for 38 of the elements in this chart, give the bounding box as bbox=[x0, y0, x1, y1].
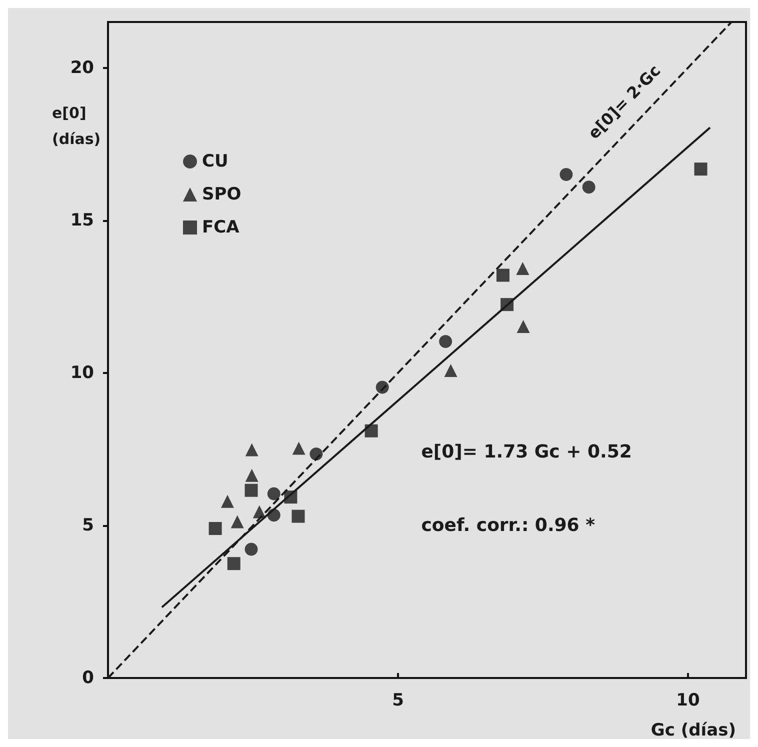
y-tick-label: 0 bbox=[82, 668, 94, 688]
point bbox=[284, 490, 298, 504]
point bbox=[444, 364, 458, 377]
point bbox=[364, 424, 378, 438]
legend-label: CU bbox=[202, 152, 228, 172]
point bbox=[439, 334, 452, 348]
legend-label: FCA bbox=[202, 218, 240, 238]
point bbox=[208, 522, 222, 535]
point bbox=[694, 162, 708, 176]
y-tick-label: 20 bbox=[70, 58, 94, 78]
y-tick-label: 5 bbox=[82, 515, 94, 536]
x-axis-title: Gc (días) bbox=[650, 720, 736, 740]
point bbox=[500, 298, 514, 312]
point bbox=[230, 515, 244, 528]
point bbox=[267, 508, 280, 522]
point bbox=[220, 494, 234, 508]
y-tick-label: 15 bbox=[70, 210, 94, 230]
point bbox=[516, 320, 530, 334]
point bbox=[292, 442, 306, 455]
point bbox=[560, 168, 573, 182]
point bbox=[516, 262, 530, 276]
annotation: e[0]= 1.73 Gc + 0.52 bbox=[421, 442, 632, 463]
point bbox=[252, 505, 266, 518]
point bbox=[227, 557, 240, 570]
annotation: coef. corr.: 0.96 * bbox=[421, 514, 596, 536]
point bbox=[267, 487, 280, 500]
point bbox=[496, 268, 510, 282]
point bbox=[376, 380, 389, 394]
legend-label: SPO bbox=[202, 184, 242, 204]
point bbox=[244, 542, 258, 556]
point bbox=[582, 180, 596, 194]
point bbox=[245, 468, 258, 482]
point bbox=[244, 484, 258, 497]
y-axis-title: e[0] (días) bbox=[52, 104, 101, 148]
y-tick-label: 10 bbox=[70, 362, 94, 383]
point bbox=[310, 448, 323, 461]
point bbox=[245, 443, 258, 456]
point bbox=[292, 510, 305, 523]
